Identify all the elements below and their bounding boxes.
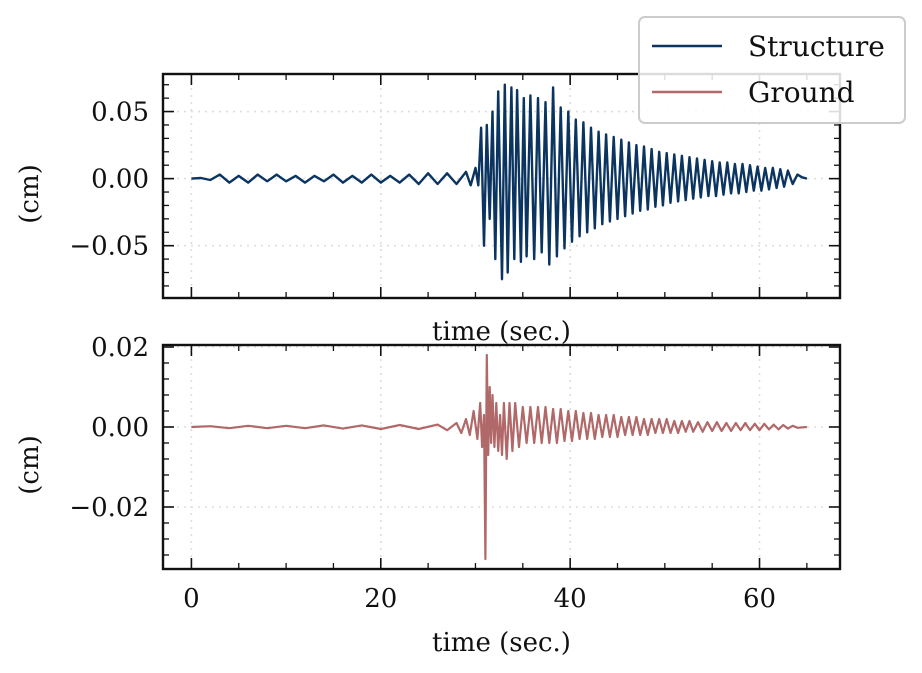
ground-xlabel: time (sec.) — [432, 628, 571, 658]
structure-ytick-label: 0.00 — [91, 165, 149, 195]
structure-ylabel: (cm) — [15, 164, 45, 224]
ground-axes-frame — [161, 343, 842, 571]
structure-axes-frame — [161, 72, 842, 300]
structure-ytick-label: 0.05 — [91, 98, 149, 128]
legend: Structure Ground — [638, 16, 906, 124]
ground-ytick-label: 0.02 — [91, 333, 149, 363]
ground-xtick-label: 40 — [554, 584, 587, 614]
legend-label-ground: Ground — [748, 76, 855, 109]
ground-xtick-label: 0 — [183, 584, 200, 614]
ground-ytick-label: 0.00 — [91, 413, 149, 443]
ground-grid — [163, 345, 840, 569]
structure-ytick-label: −0.05 — [69, 232, 149, 262]
ground-ticks — [163, 345, 840, 569]
ground-xtick-labels: 0 20 40 60 — [183, 584, 776, 614]
structure-series-line — [191, 83, 808, 281]
ground-series-line — [191, 353, 807, 561]
ground-xtick-label: 20 — [364, 584, 397, 614]
ground-ytick-labels: −0.02 0.00 0.02 — [69, 333, 149, 523]
structure-panel: −0.05 0.00 0.05 time (sec.) (cm) — [15, 72, 842, 347]
legend-box — [638, 16, 906, 124]
legend-label-structure: Structure — [748, 30, 885, 63]
structure-xlabel: time (sec.) — [432, 317, 571, 347]
ground-ytick-label: −0.02 — [69, 493, 149, 523]
ground-panel: −0.02 0.00 0.02 0 20 40 60 time (sec.) (cm) — [15, 333, 842, 658]
structure-ytick-labels: −0.05 0.00 0.05 — [69, 98, 149, 262]
ground-xtick-label: 60 — [743, 584, 776, 614]
ground-ylabel: (cm) — [15, 435, 45, 495]
